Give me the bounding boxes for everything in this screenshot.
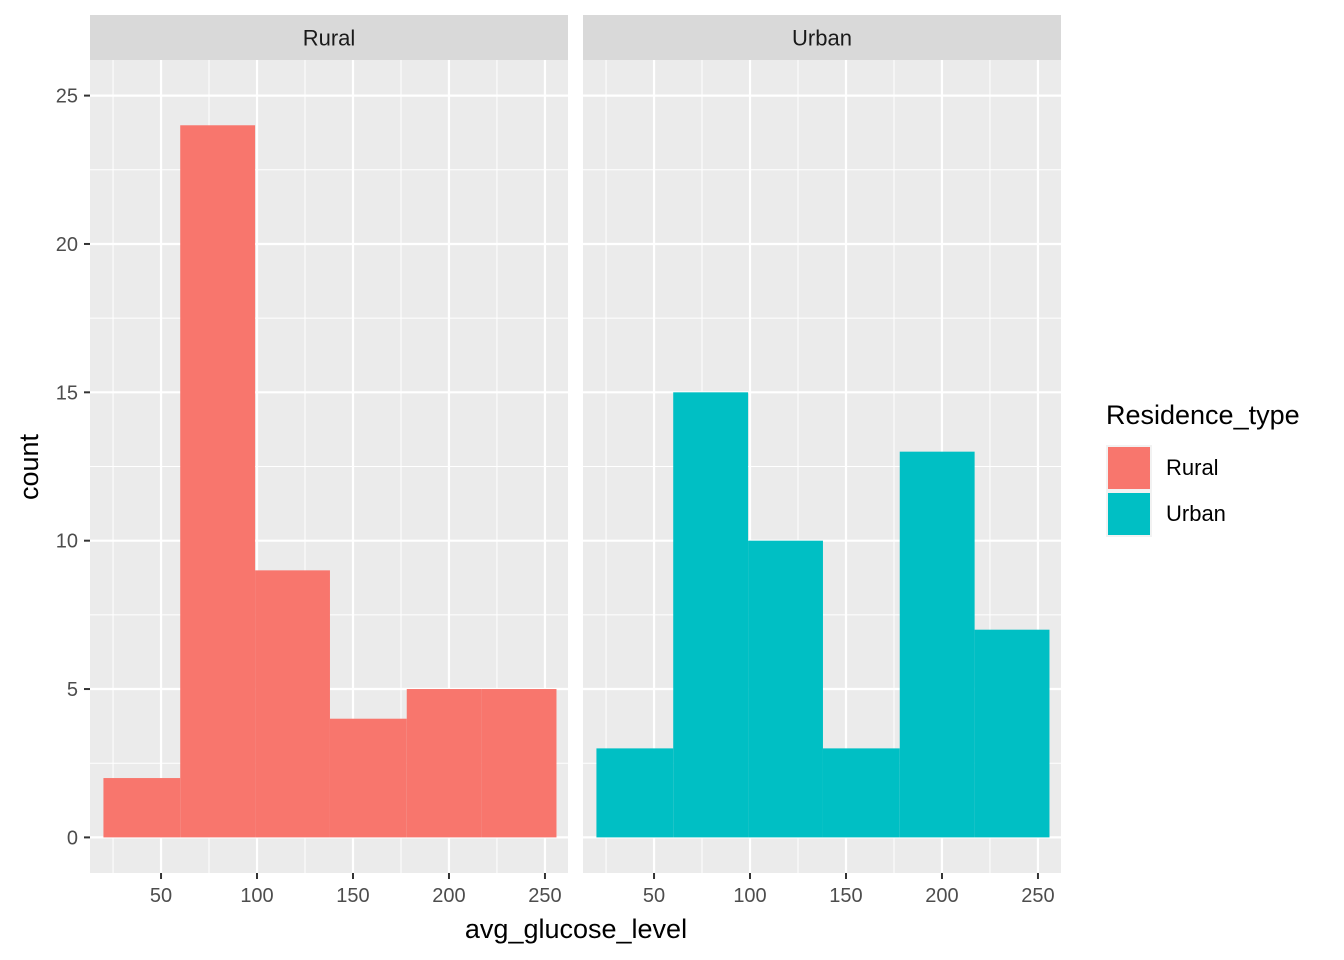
histogram-bar bbox=[822, 748, 900, 838]
legend: Residence_type Rural Urban bbox=[1106, 400, 1300, 537]
histogram-bar bbox=[596, 748, 674, 838]
y-tick-label: 0 bbox=[67, 827, 78, 849]
y-tick-label: 15 bbox=[56, 382, 78, 404]
x-tick-label: 250 bbox=[1021, 885, 1054, 907]
y-tick-label: 10 bbox=[56, 531, 78, 553]
histogram-bar bbox=[406, 689, 482, 838]
histogram-bar bbox=[481, 689, 557, 838]
facet-strip bbox=[90, 15, 568, 60]
y-tick-label: 5 bbox=[67, 679, 78, 701]
y-axis-title: count bbox=[14, 433, 44, 500]
legend-entry-rural: Rural bbox=[1106, 445, 1219, 491]
legend-label: Urban bbox=[1166, 501, 1226, 526]
axes-layer: 50 100 150 200 250 50 100 150 200 250 0 5 10 15 20 25 bbox=[56, 86, 1055, 907]
x-tick-label: 100 bbox=[240, 885, 273, 907]
x-tick-label: 100 bbox=[733, 885, 766, 907]
x-tick-label: 150 bbox=[829, 885, 862, 907]
histogram-bar bbox=[974, 629, 1050, 838]
y-tick-label: 25 bbox=[56, 86, 78, 108]
x-tick-label: 250 bbox=[528, 885, 561, 907]
legend-title: Residence_type bbox=[1106, 400, 1300, 430]
legend-swatch bbox=[1108, 447, 1150, 489]
histogram-bar bbox=[103, 778, 181, 838]
histogram-bar bbox=[329, 718, 407, 838]
panel-rural: Rural bbox=[90, 15, 568, 873]
x-tick-label: 50 bbox=[643, 885, 665, 907]
histogram-bar bbox=[673, 392, 749, 838]
legend-label: Rural bbox=[1166, 455, 1219, 480]
facet-strip-label: Urban bbox=[792, 26, 852, 51]
histogram-bar bbox=[899, 451, 975, 838]
x-axis-title: avg_glucose_level bbox=[465, 914, 687, 944]
histogram-bar bbox=[180, 125, 256, 838]
panel-urban: Urban bbox=[583, 15, 1061, 873]
legend-entries: Rural Urban bbox=[1106, 445, 1226, 537]
x-tick-label: 200 bbox=[925, 885, 958, 907]
y-tick-label: 20 bbox=[56, 234, 78, 256]
x-tick-label: 50 bbox=[150, 885, 172, 907]
x-tick-label: 200 bbox=[432, 885, 465, 907]
facet-strip-label: Rural bbox=[303, 26, 356, 51]
histogram-bar bbox=[255, 570, 330, 838]
panels-layer: Rural Urban bbox=[90, 15, 1061, 873]
legend-entry-urban: Urban bbox=[1106, 491, 1226, 537]
histogram-bar bbox=[748, 540, 823, 838]
legend-swatch bbox=[1108, 493, 1150, 535]
x-tick-label: 150 bbox=[336, 885, 369, 907]
facet-strip bbox=[583, 15, 1061, 60]
